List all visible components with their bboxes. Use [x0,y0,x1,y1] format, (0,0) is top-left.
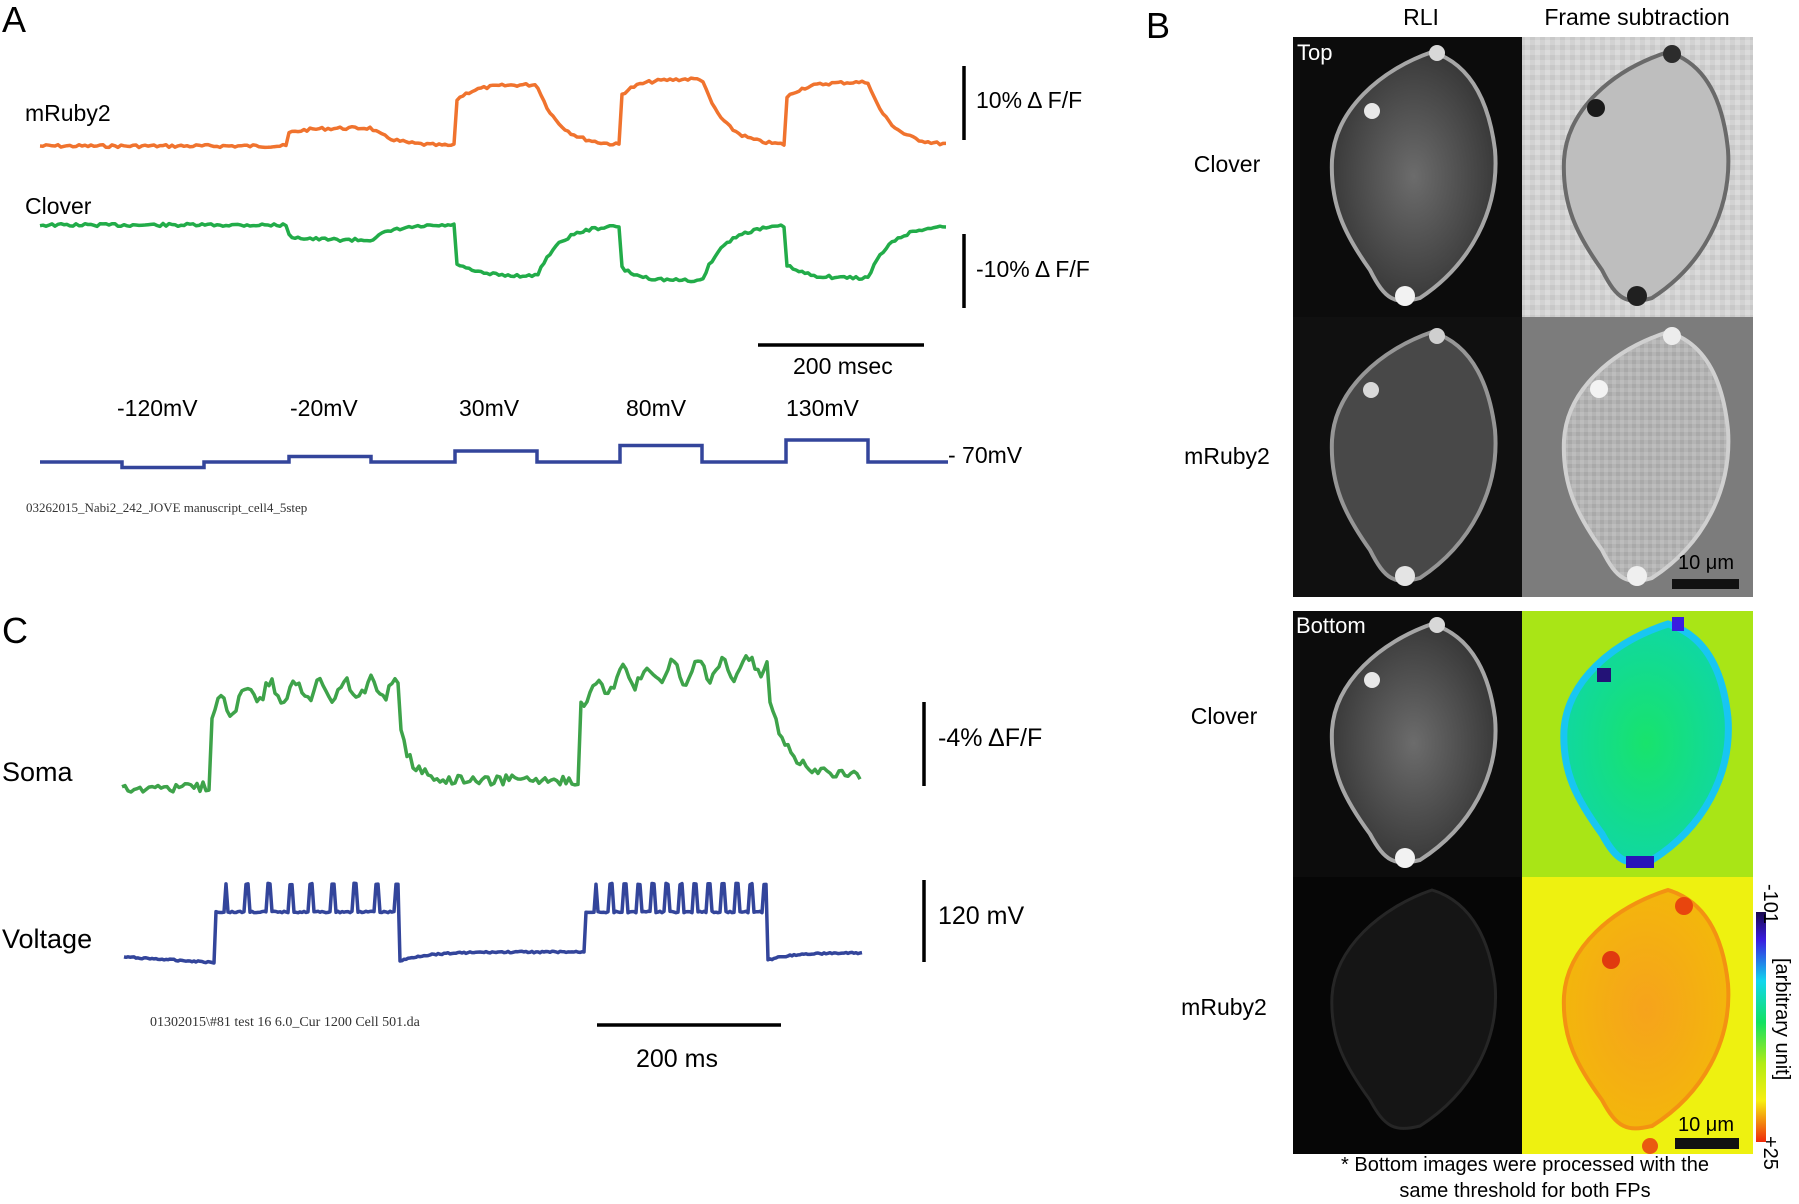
row-label-top-clover: Clover [1194,151,1261,177]
colorbar-min-label: -101 [1759,884,1781,924]
panel-c-letter: C [2,610,28,651]
colorbar-unit-label: [arbitrary unit] [1771,958,1793,1080]
panel-a-filename: 03262015_Nabi2_242_JOVE manuscript_cell4… [26,500,307,515]
footnote-line-1: * Bottom images were processed with the [1341,1154,1709,1176]
mruby2-trace [39,76,946,150]
panel-b: B RLI Frame subtraction Clover mRuby2 Cl… [1146,4,1793,1170]
panel-b-letter: B [1146,5,1170,46]
panel-c: C Soma Voltage -4% ΔF/F 120 mV 01302015\… [2,610,1042,1073]
holding-potential-label: - 70mV [948,442,1023,468]
bottom-scale-bar [1675,1138,1739,1149]
soma-scale-label: -4% ΔF/F [938,724,1042,752]
colorbar-max-label: +25 [1759,1136,1781,1170]
rli-header: RLI [1403,4,1439,30]
voltage-scale-label: 120 mV [938,902,1024,930]
image-bottom-rli-mruby2 [1293,877,1522,1154]
image-bottom-frame-mruby2: 10 μm [1522,877,1753,1154]
top-scale-bar [1672,579,1739,589]
footnote-line-2: same threshold for both FPs [1399,1180,1651,1202]
step-label-1: -120mV [117,395,198,421]
panel-a: A mRuby2 Clover 10% Δ F/F -10% Δ F/F 200… [2,0,1090,515]
image-top-rli-clover: Top [1293,37,1522,317]
row-label-bottom-clover: Clover [1191,703,1258,729]
frame-subtraction-header: Frame subtraction [1544,4,1729,30]
top-label: Top [1297,40,1332,65]
image-top-frame-clover [1522,37,1753,317]
clover-label: Clover [25,193,92,219]
step-label-2: -20mV [290,395,358,421]
clover-scale-label: -10% Δ F/F [976,256,1090,282]
soma-trace [121,654,862,794]
step-label-4: 80mV [626,395,687,421]
row-label-bottom-mruby2: mRuby2 [1181,994,1267,1020]
mruby2-scale-label: 10% Δ F/F [976,87,1082,113]
top-scale-label: 10 μm [1678,552,1734,574]
voltage-step-trace [40,438,948,470]
row-label-top-mruby2: mRuby2 [1184,443,1270,469]
image-bottom-rli-clover: Bottom [1293,611,1522,877]
soma-label: Soma [2,757,74,787]
image-top-rli-mruby2 [1293,317,1522,597]
step-label-5: 130mV [786,395,860,421]
voltage-label: Voltage [2,924,92,954]
panel-c-time-scale-label: 200 ms [636,1045,718,1073]
mruby2-label: mRuby2 [25,100,111,126]
image-bottom-frame-clover [1522,611,1753,877]
bottom-label: Bottom [1296,613,1366,638]
step-label-3: 30mV [459,395,520,421]
panel-c-filename: 01302015\#81 test 16 6.0_Cur 1200 Cell 5… [150,1015,421,1030]
panel-a-letter: A [2,0,26,40]
footnote: * Bottom images were processed with the … [1290,1152,1760,1204]
clover-trace [39,221,947,284]
membrane-voltage-trace [123,881,863,965]
time-scale-label: 200 msec [793,353,893,379]
colorbar: -101 +25 [arbitrary unit] [1756,884,1793,1170]
image-top-frame-mruby2: 10 μm [1522,317,1753,597]
bottom-scale-label: 10 μm [1678,1114,1734,1136]
